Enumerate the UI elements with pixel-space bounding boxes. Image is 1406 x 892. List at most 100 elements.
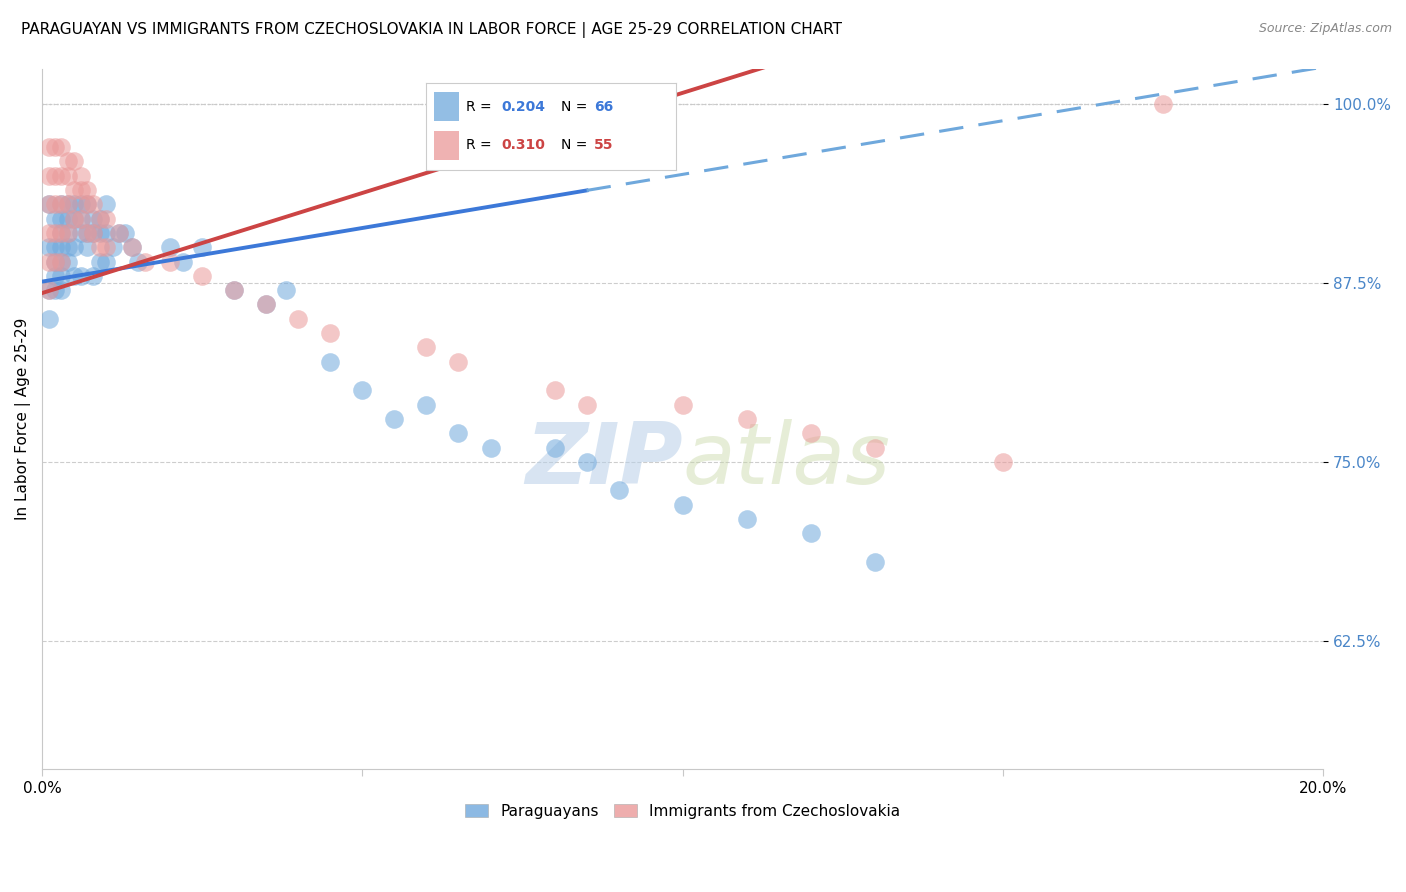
Point — [56, 240, 79, 254]
Point — [56, 254, 79, 268]
Point — [191, 268, 214, 283]
Point — [159, 254, 181, 268]
Point — [96, 240, 118, 254]
Point — [672, 398, 695, 412]
Point — [44, 254, 66, 268]
Point — [96, 211, 118, 226]
Point — [672, 498, 695, 512]
Point — [863, 441, 886, 455]
Point — [56, 169, 79, 183]
Text: ZIP: ZIP — [524, 419, 683, 502]
Point — [121, 240, 143, 254]
Point — [38, 311, 60, 326]
Point — [56, 197, 79, 211]
Point — [76, 197, 98, 211]
Point — [82, 197, 104, 211]
Point — [101, 240, 124, 254]
Point — [82, 226, 104, 240]
Point — [127, 254, 149, 268]
Point — [69, 183, 91, 197]
Point — [82, 268, 104, 283]
Point — [44, 211, 66, 226]
Point — [447, 354, 470, 368]
Point — [51, 169, 73, 183]
Point — [274, 283, 297, 297]
Point — [352, 384, 374, 398]
Point — [56, 211, 79, 226]
Text: atlas: atlas — [683, 419, 890, 502]
Point — [51, 283, 73, 297]
Point — [56, 226, 79, 240]
Point — [38, 254, 60, 268]
Y-axis label: In Labor Force | Age 25-29: In Labor Force | Age 25-29 — [15, 318, 31, 520]
Point — [575, 455, 598, 469]
Point — [63, 154, 86, 169]
Point — [63, 268, 86, 283]
Point — [51, 254, 73, 268]
Point — [69, 211, 91, 226]
Point — [543, 441, 565, 455]
Point — [38, 226, 60, 240]
Point — [51, 211, 73, 226]
Point — [38, 197, 60, 211]
Point — [82, 211, 104, 226]
Point — [56, 154, 79, 169]
Point — [69, 211, 91, 226]
Point — [96, 197, 118, 211]
Point — [863, 555, 886, 569]
Point — [38, 240, 60, 254]
Point — [51, 197, 73, 211]
Point — [800, 426, 823, 441]
Point — [254, 297, 277, 311]
Text: Source: ZipAtlas.com: Source: ZipAtlas.com — [1258, 22, 1392, 36]
Point — [56, 197, 79, 211]
Point — [69, 268, 91, 283]
Point — [51, 268, 73, 283]
Point — [51, 197, 73, 211]
Point — [69, 197, 91, 211]
Point — [51, 140, 73, 154]
Point — [69, 169, 91, 183]
Point — [76, 226, 98, 240]
Point — [38, 169, 60, 183]
Point — [575, 398, 598, 412]
Point — [134, 254, 156, 268]
Point — [89, 211, 111, 226]
Point — [76, 240, 98, 254]
Point — [51, 254, 73, 268]
Point — [38, 140, 60, 154]
Point — [735, 412, 758, 426]
Point — [319, 354, 342, 368]
Point — [76, 226, 98, 240]
Point — [287, 311, 309, 326]
Point — [114, 226, 136, 240]
Point — [44, 226, 66, 240]
Point — [63, 240, 86, 254]
Point — [51, 226, 73, 240]
Point — [44, 240, 66, 254]
Point — [63, 211, 86, 226]
Point — [254, 297, 277, 311]
Point — [415, 398, 437, 412]
Point — [38, 197, 60, 211]
Point — [121, 240, 143, 254]
Legend: Paraguayans, Immigrants from Czechoslovakia: Paraguayans, Immigrants from Czechoslova… — [458, 797, 907, 825]
Point — [63, 211, 86, 226]
Point — [991, 455, 1014, 469]
Point — [44, 140, 66, 154]
Point — [44, 268, 66, 283]
Point — [76, 183, 98, 197]
Point — [96, 254, 118, 268]
Point — [69, 226, 91, 240]
Point — [82, 226, 104, 240]
Point — [1152, 97, 1174, 112]
Point — [89, 254, 111, 268]
Point — [735, 512, 758, 526]
Point — [89, 226, 111, 240]
Point — [44, 169, 66, 183]
Point — [800, 526, 823, 541]
Point — [172, 254, 194, 268]
Point — [63, 197, 86, 211]
Point — [224, 283, 246, 297]
Point — [447, 426, 470, 441]
